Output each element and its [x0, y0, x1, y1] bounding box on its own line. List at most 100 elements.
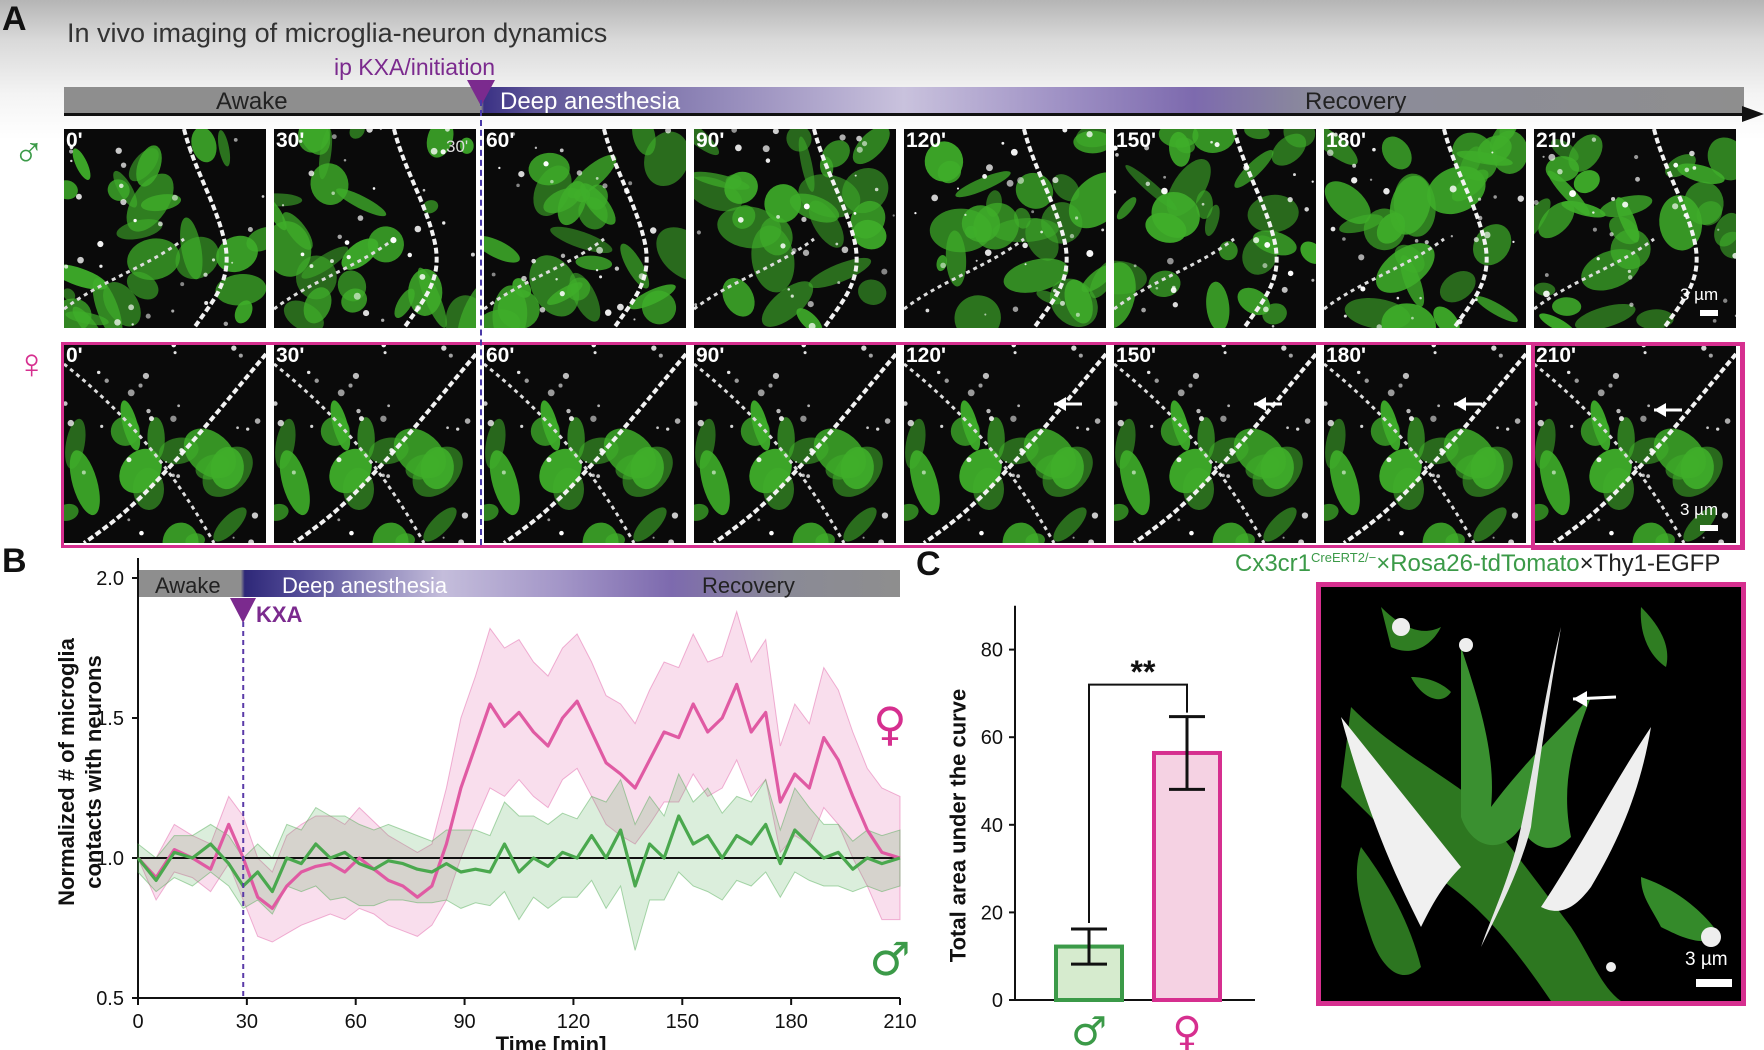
panel-b-ytick-label-1: 1.0 [96, 848, 124, 870]
panel-c-scale-bar [1696, 979, 1732, 987]
genotype-thy1: ×Thy1-EGFP [1579, 550, 1721, 577]
male-frame-6-image [1324, 129, 1526, 328]
panel-c-3d-render: 3 µm [1316, 582, 1746, 1006]
female-frame-2: 60' [484, 344, 686, 543]
timeline-axis [64, 113, 1744, 116]
female-frame-0-image [64, 344, 266, 543]
panel-b-ytick-label-2: 1.5 [96, 708, 124, 730]
auc-bar-chart: 0 20 40 60 80 ♂ ♀ ** [981, 605, 1255, 1050]
male-time-label-1: 30' [276, 129, 305, 152]
panel-c-ytick-label-1: 20 [981, 902, 1003, 924]
panel-b-series-line-1 [136, 814, 901, 894]
female-time-label-4: 120' [906, 344, 947, 367]
panel-b-kxa-triangle [230, 598, 256, 623]
panel-c-category-0: ♂ [1071, 1009, 1107, 1050]
female-frame-5-image [1114, 344, 1316, 543]
male-time-label-6: 180' [1326, 129, 1367, 152]
female-frame-3: 90' [694, 344, 896, 543]
male-frame-4-image [904, 129, 1106, 328]
male-inset-label: 30' [446, 137, 469, 156]
female-scale-label: 3 µm [1680, 500, 1719, 519]
panel-c-errorbar-0 [1071, 927, 1107, 966]
female-frame-1: 30' [274, 344, 476, 543]
panel-b-female-legend: ♀ [873, 697, 907, 751]
male-time-label-5: 150' [1116, 129, 1157, 152]
female-frame-5: 150' [1114, 344, 1316, 543]
male-time-label-0: 0' [66, 129, 83, 152]
male-time-label-4: 120' [906, 129, 947, 152]
female-frame-2-image [484, 344, 686, 543]
male-frame-7-image [1534, 129, 1736, 328]
male-time-label-2: 60' [486, 129, 515, 152]
panel-c-significance-bracket [1088, 683, 1188, 924]
male-frame-7: 210' 3 µm [1534, 129, 1736, 328]
panel-b-xtick-label-6: 180 [774, 1011, 807, 1033]
kxa-dashed-line-a [480, 100, 482, 545]
panel-b-series-line-0 [136, 682, 901, 910]
male-frame-0-image [64, 129, 266, 328]
male-time-label-7: 210' [1536, 129, 1577, 152]
female-frame-6: 180' [1324, 344, 1526, 543]
panel-b-xtick-label-4: 120 [557, 1011, 590, 1033]
male-scale-label: 3 µm [1680, 285, 1719, 304]
panel-b-xlabel: Time [min] [496, 1032, 607, 1050]
panel-b-xtick-label-3: 90 [453, 1011, 475, 1033]
panel-b-xtick-label-0: 0 [132, 1011, 143, 1033]
female-frame-7: 210' 3 µm [1534, 344, 1736, 543]
panel-c-ytick-label-0: 0 [992, 990, 1003, 1012]
female-scale-bar [1700, 525, 1718, 531]
panel-c-category-1: ♀ [1172, 1009, 1201, 1050]
male-frame-4: 120' [904, 129, 1106, 328]
panel-b-kxa-label: KXA [256, 602, 303, 627]
male-frame-1: 30' 30' [274, 129, 476, 328]
female-frame-6-image [1324, 344, 1526, 543]
male-time-label-3: 90' [696, 129, 725, 152]
female-frame-0: 0' [64, 344, 266, 543]
panel-c-scale-label: 3 µm [1685, 949, 1728, 970]
male-frame-3: 90' [694, 129, 896, 328]
phase-anesthesia-label: Deep anesthesia [500, 88, 681, 115]
panel-b-xtick-label-7: 210 [883, 1011, 916, 1033]
female-time-label-7: 210' [1536, 344, 1577, 367]
panel-b-ytick-label-0: 0.5 [96, 988, 124, 1010]
panel-b-xtick-label-2: 60 [345, 1011, 367, 1033]
panel-b-xtick-label-1: 30 [236, 1011, 258, 1033]
panel-b-phase-recovery: Recovery [702, 573, 795, 598]
male-symbol: ♂ [13, 127, 45, 174]
panel-b-xtick-label-5: 150 [666, 1011, 699, 1033]
panel-c-label: C [916, 545, 941, 583]
female-time-label-0: 0' [66, 344, 83, 367]
panel-b-male-legend: ♂ [869, 932, 910, 986]
panel-c-errorbar-1 [1169, 715, 1205, 791]
panel-c-genotype-label: Cx3cr1CreERT2/−×Rosa26-tdTomato×Thy1-EGF… [1235, 550, 1720, 578]
panel-b-phase-anesthesia: Deep anesthesia [282, 573, 448, 598]
female-time-label-6: 180' [1326, 344, 1367, 367]
female-symbol: ♀ [16, 340, 48, 387]
panel-c-ytick-label-3: 60 [981, 727, 1003, 749]
male-frame-0: 0' [64, 129, 266, 328]
female-final-frame-border [1531, 342, 1745, 550]
panel-c-ytick-label-4: 80 [981, 640, 1003, 662]
render-3d-svg [1341, 607, 1721, 1001]
panel-c-significance: ** [1131, 654, 1156, 690]
panel-b-phase-awake: Awake [155, 573, 221, 598]
female-time-label-2: 60' [486, 344, 515, 367]
female-row-border [61, 342, 1743, 548]
male-frame-3-image [694, 129, 895, 328]
phase-recovery-label: Recovery [1305, 88, 1407, 115]
phase-timeline-bar [64, 87, 1744, 115]
contacts-line-chart: Awake Deep anesthesia Recovery KXA 0 30 60… [96, 558, 917, 1050]
female-frame-4-image [904, 344, 1106, 543]
male-frame-2: 60' [484, 129, 686, 328]
female-frame-1-image [274, 344, 476, 543]
panel-b-ytick-label-3: 2.0 [96, 568, 124, 590]
phase-awake-label: Awake [216, 88, 288, 115]
injection-label: ip KXA/initiation [334, 54, 496, 80]
panel-a-label: A [2, 0, 27, 38]
male-frame-2-image [484, 129, 686, 328]
male-scale-bar [1700, 310, 1718, 316]
genotype-superscript: CreERT2/− [1311, 550, 1377, 565]
male-frame-6: 180' [1324, 129, 1526, 328]
female-frame-7-image [1534, 344, 1736, 543]
genotype-rosa26: ×Rosa26-tdTomato [1376, 550, 1580, 577]
